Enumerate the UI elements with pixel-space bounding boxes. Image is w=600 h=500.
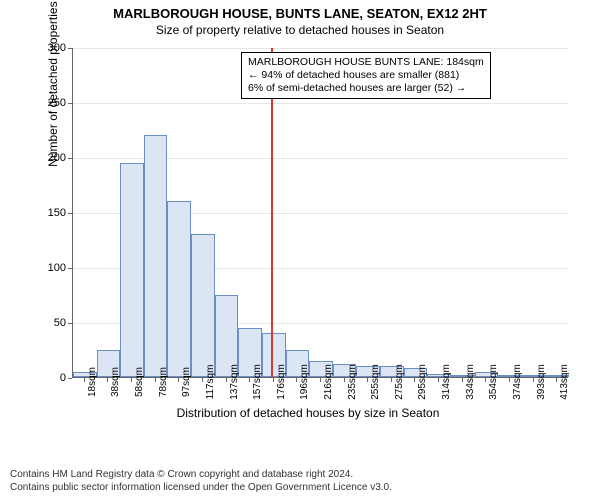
x-tick-label: 393sqm: [536, 364, 547, 400]
x-tick: [107, 378, 108, 382]
x-tick: [273, 378, 274, 382]
x-tick: [485, 378, 486, 382]
x-tick-label: 413sqm: [559, 364, 570, 400]
x-tick-label: 157sqm: [252, 364, 263, 400]
y-tick: [68, 103, 72, 104]
x-tick-label: 18sqm: [87, 367, 98, 397]
x-tick-label: 38sqm: [110, 367, 121, 397]
plot-area: MARLBOROUGH HOUSE BUNTS LANE: 184sqm ← 9…: [72, 48, 568, 378]
y-tick-label: 150: [36, 207, 66, 219]
x-tick-label: 235sqm: [347, 364, 358, 400]
x-tick: [296, 378, 297, 382]
x-tick-label: 196sqm: [299, 364, 310, 400]
x-tick-label: 58sqm: [134, 367, 145, 397]
histogram-bar: [191, 234, 215, 377]
x-tick: [155, 378, 156, 382]
x-tick: [249, 378, 250, 382]
x-tick: [202, 378, 203, 382]
y-tick: [68, 158, 72, 159]
annotation-line1: MARLBOROUGH HOUSE BUNTS LANE: 184sqm: [248, 56, 484, 69]
x-tick-label: 117sqm: [205, 365, 216, 400]
x-tick-label: 295sqm: [417, 364, 428, 400]
title-block: MARLBOROUGH HOUSE, BUNTS LANE, SEATON, E…: [0, 0, 600, 37]
annotation-line2: ← 94% of detached houses are smaller (88…: [248, 69, 484, 82]
y-gridline: [73, 48, 568, 49]
x-tick: [84, 378, 85, 382]
x-tick: [556, 378, 557, 382]
x-tick-label: 374sqm: [512, 364, 523, 400]
x-tick-label: 314sqm: [441, 364, 452, 400]
x-tick: [533, 378, 534, 382]
x-axis-label: Distribution of detached houses by size …: [48, 406, 568, 420]
y-tick: [68, 378, 72, 379]
x-tick-label: 275sqm: [394, 364, 405, 400]
x-tick-label: 216sqm: [323, 364, 334, 400]
footer-line2: Contains public sector information licen…: [10, 482, 392, 495]
x-tick: [438, 378, 439, 382]
x-tick: [344, 378, 345, 382]
x-tick: [509, 378, 510, 382]
histogram-bar: [144, 135, 168, 377]
x-tick: [131, 378, 132, 382]
y-tick-label: 200: [36, 152, 66, 164]
x-tick: [414, 378, 415, 382]
y-tick: [68, 48, 72, 49]
y-gridline: [73, 103, 568, 104]
y-tick-label: 100: [36, 262, 66, 274]
x-tick-label: 255sqm: [370, 364, 381, 400]
histogram-bar: [120, 163, 144, 378]
x-tick-label: 354sqm: [488, 364, 499, 400]
histogram-bar: [167, 201, 191, 377]
y-tick-label: 50: [36, 317, 66, 329]
x-tick: [367, 378, 368, 382]
footer: Contains HM Land Registry data © Crown c…: [10, 469, 392, 494]
y-tick: [68, 323, 72, 324]
x-tick-label: 137sqm: [229, 364, 240, 400]
chart: Number of detached properties MARLBOROUG…: [48, 48, 568, 418]
x-tick: [178, 378, 179, 382]
x-tick-label: 97sqm: [181, 367, 192, 397]
x-tick: [320, 378, 321, 382]
y-tick-label: 300: [36, 42, 66, 54]
y-axis-label: Number of detached properties: [46, 1, 60, 166]
annotation-box: MARLBOROUGH HOUSE BUNTS LANE: 184sqm ← 9…: [241, 52, 491, 99]
annotation-line3: 6% of semi-detached houses are larger (5…: [248, 82, 484, 95]
title-main: MARLBOROUGH HOUSE, BUNTS LANE, SEATON, E…: [0, 6, 600, 21]
x-tick: [462, 378, 463, 382]
y-tick-label: 0: [36, 372, 66, 384]
y-tick-label: 250: [36, 97, 66, 109]
x-tick-label: 334sqm: [465, 364, 476, 400]
x-tick-label: 78sqm: [158, 367, 169, 397]
footer-line1: Contains HM Land Registry data © Crown c…: [10, 469, 392, 482]
x-tick: [391, 378, 392, 382]
title-sub: Size of property relative to detached ho…: [0, 23, 600, 37]
y-tick: [68, 268, 72, 269]
y-tick: [68, 213, 72, 214]
x-tick-label: 176sqm: [276, 364, 287, 400]
x-tick: [226, 378, 227, 382]
